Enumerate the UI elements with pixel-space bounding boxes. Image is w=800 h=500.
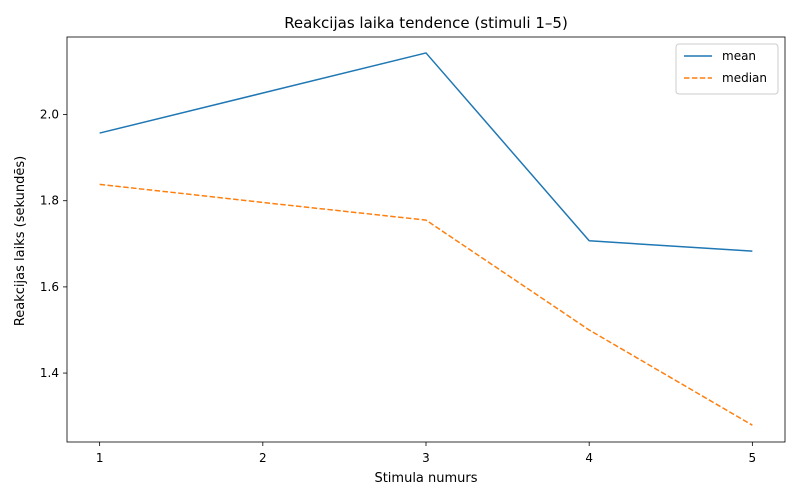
x-tick-label: 4: [585, 451, 593, 465]
y-tick-label: 2.0: [40, 108, 59, 122]
x-tick-label: 1: [96, 451, 104, 465]
y-axis-label: Reakcijas laiks (sekundēs): [13, 156, 28, 326]
legend: mean median: [675, 43, 779, 95]
chart-title: Reakcijas laika tendence (stimuli 1–5): [284, 14, 568, 32]
plot-area: [66, 36, 786, 443]
x-tick-label: 2: [259, 451, 267, 465]
series-line-mean: [99, 52, 753, 252]
series-line-median: [99, 183, 753, 426]
x-axis-label: Stimula numurs: [374, 471, 477, 486]
y-tick-label: 1.8: [40, 194, 59, 208]
legend-label-median: median: [722, 71, 767, 85]
y-tick-label: 1.4: [40, 366, 59, 380]
x-tick-label: 3: [422, 451, 430, 465]
x-tick-label: 5: [749, 451, 757, 465]
y-tick-label: 1.6: [40, 280, 59, 294]
legend-label-mean: mean: [722, 49, 756, 63]
axis-ticks: 1 2 3 4 5 1.4 1.6 1.8 2.0: [40, 108, 756, 465]
